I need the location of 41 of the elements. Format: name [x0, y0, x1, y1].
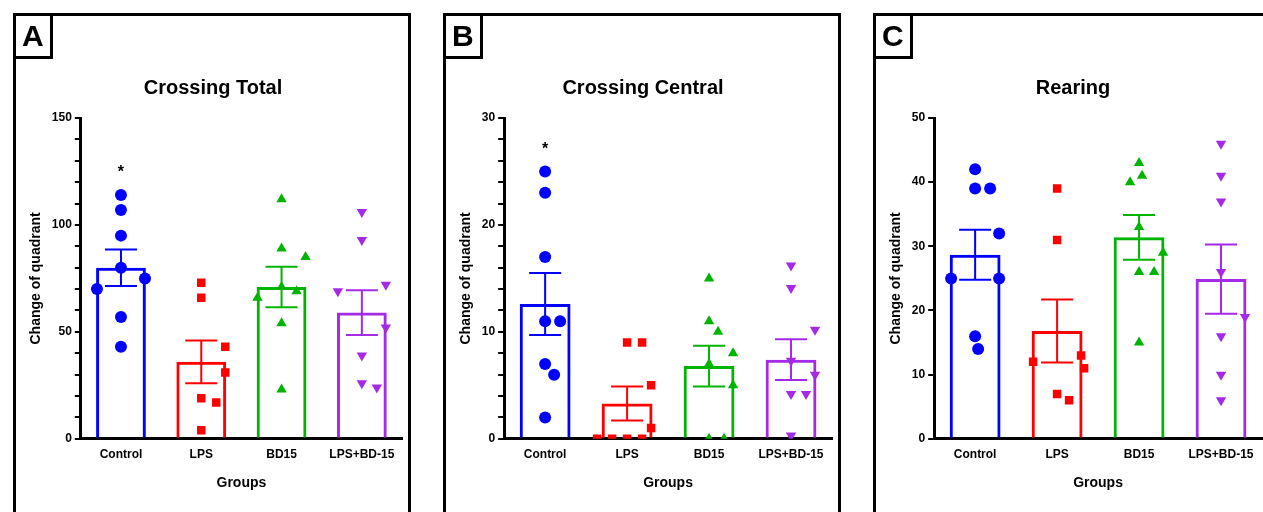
- y-tick-label: 100: [51, 217, 73, 232]
- x-tick-label: BD15: [1123, 447, 1155, 462]
- x-axis-title: Groups: [1073, 474, 1124, 491]
- x-tick-label: Control: [953, 447, 997, 462]
- y-tick-label: 20: [481, 217, 496, 232]
- text: B: [443, 13, 483, 59]
- annotation: *: [542, 139, 550, 157]
- y-tick-label: 0: [918, 431, 926, 446]
- x-tick-label: LPS+BD-15: [758, 447, 824, 462]
- y-axis-title: Change of quadrant: [887, 211, 904, 345]
- x-tick-label: LPS+BD-15: [329, 447, 395, 462]
- x-tick-label: Control: [523, 447, 567, 462]
- y-tick-label: 10: [481, 324, 496, 339]
- x-tick-label: Control: [99, 447, 143, 462]
- text: A: [13, 13, 53, 59]
- y-axis-title: Change of quadrant: [457, 211, 474, 345]
- text: C: [873, 13, 913, 59]
- bar: [765, 359, 817, 438]
- y-tick-label: 20: [911, 302, 926, 317]
- x-tick-label: LPS: [189, 447, 213, 462]
- x-tick-label: LPS: [615, 447, 639, 462]
- annotation: *: [117, 163, 125, 181]
- y-tick-label: 150: [51, 110, 73, 125]
- y-tick-label: 50: [58, 324, 73, 339]
- y-tick-label: 40: [911, 174, 926, 189]
- chart-title: Crossing Central: [562, 75, 724, 98]
- y-axis-title: Change of quadrant: [27, 211, 44, 345]
- y-tick-label: 10: [911, 366, 926, 381]
- x-tick-label: BD15: [693, 447, 725, 462]
- x-tick-label: LPS: [1045, 447, 1069, 462]
- y-tick-label: 0: [65, 431, 73, 446]
- chart-title: Rearing: [1035, 75, 1111, 98]
- y-tick-label: 50: [911, 110, 926, 125]
- y-tick-label: 30: [481, 110, 496, 125]
- y-tick-label: 30: [911, 238, 926, 253]
- x-tick-label: LPS+BD-15: [1188, 447, 1254, 462]
- y-tick-label: 0: [488, 431, 496, 446]
- chart-title: Crossing Total: [143, 75, 283, 98]
- x-axis-title: Groups: [216, 474, 267, 491]
- x-tick-label: BD15: [266, 447, 298, 462]
- x-axis-title: Groups: [643, 474, 694, 491]
